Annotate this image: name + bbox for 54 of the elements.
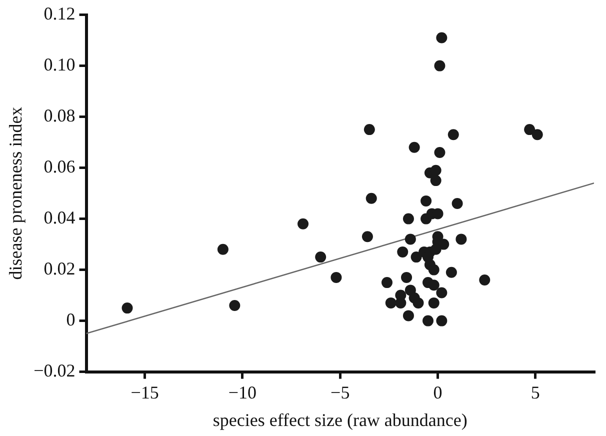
point xyxy=(456,234,467,245)
point xyxy=(434,147,446,158)
y-tick-label: 0.08 xyxy=(44,106,76,126)
point xyxy=(362,231,373,242)
point xyxy=(448,129,459,140)
point xyxy=(401,272,412,283)
point xyxy=(330,272,342,283)
y-tick-label: 0.12 xyxy=(44,4,76,24)
point xyxy=(410,252,422,263)
point xyxy=(479,274,490,286)
y-tick-label: 0.04 xyxy=(44,208,76,228)
point xyxy=(381,277,392,288)
point xyxy=(408,142,420,153)
point xyxy=(385,297,396,308)
point xyxy=(315,252,326,263)
y-axis-title: disease proneness index xyxy=(6,106,26,280)
point xyxy=(397,246,408,258)
point xyxy=(430,244,442,255)
point xyxy=(420,195,432,206)
x-tick-label: 0 xyxy=(433,382,442,402)
point xyxy=(430,175,442,186)
y-tick-label: 0 xyxy=(66,310,76,330)
x-tick-label: −5 xyxy=(330,382,350,402)
point xyxy=(366,192,377,204)
x-tick-label: 5 xyxy=(530,382,540,402)
x-tick-label: −15 xyxy=(130,382,159,402)
point xyxy=(229,300,240,311)
y-tick-label: 0.06 xyxy=(44,156,76,177)
point xyxy=(452,198,463,209)
point xyxy=(402,213,414,224)
point xyxy=(364,124,375,136)
point xyxy=(430,164,442,176)
point xyxy=(404,234,416,245)
point xyxy=(436,315,448,326)
point xyxy=(298,218,309,230)
point xyxy=(402,310,414,322)
point xyxy=(428,280,440,291)
point xyxy=(217,244,228,255)
point xyxy=(428,264,440,276)
x-axis-title: species effect size (raw abundance) xyxy=(212,410,468,430)
point xyxy=(422,315,434,326)
point xyxy=(524,124,536,136)
y-tick-label: 0.10 xyxy=(44,54,76,75)
point xyxy=(436,287,448,298)
y-tick-label: −0.02 xyxy=(34,360,76,381)
y-tick-label: 0.02 xyxy=(44,258,76,279)
point xyxy=(446,266,457,278)
point xyxy=(434,60,446,72)
point xyxy=(122,302,133,314)
point xyxy=(532,129,543,140)
x-tick-label: −10 xyxy=(228,382,257,402)
point xyxy=(436,32,448,44)
point xyxy=(428,297,440,308)
point xyxy=(412,297,424,308)
